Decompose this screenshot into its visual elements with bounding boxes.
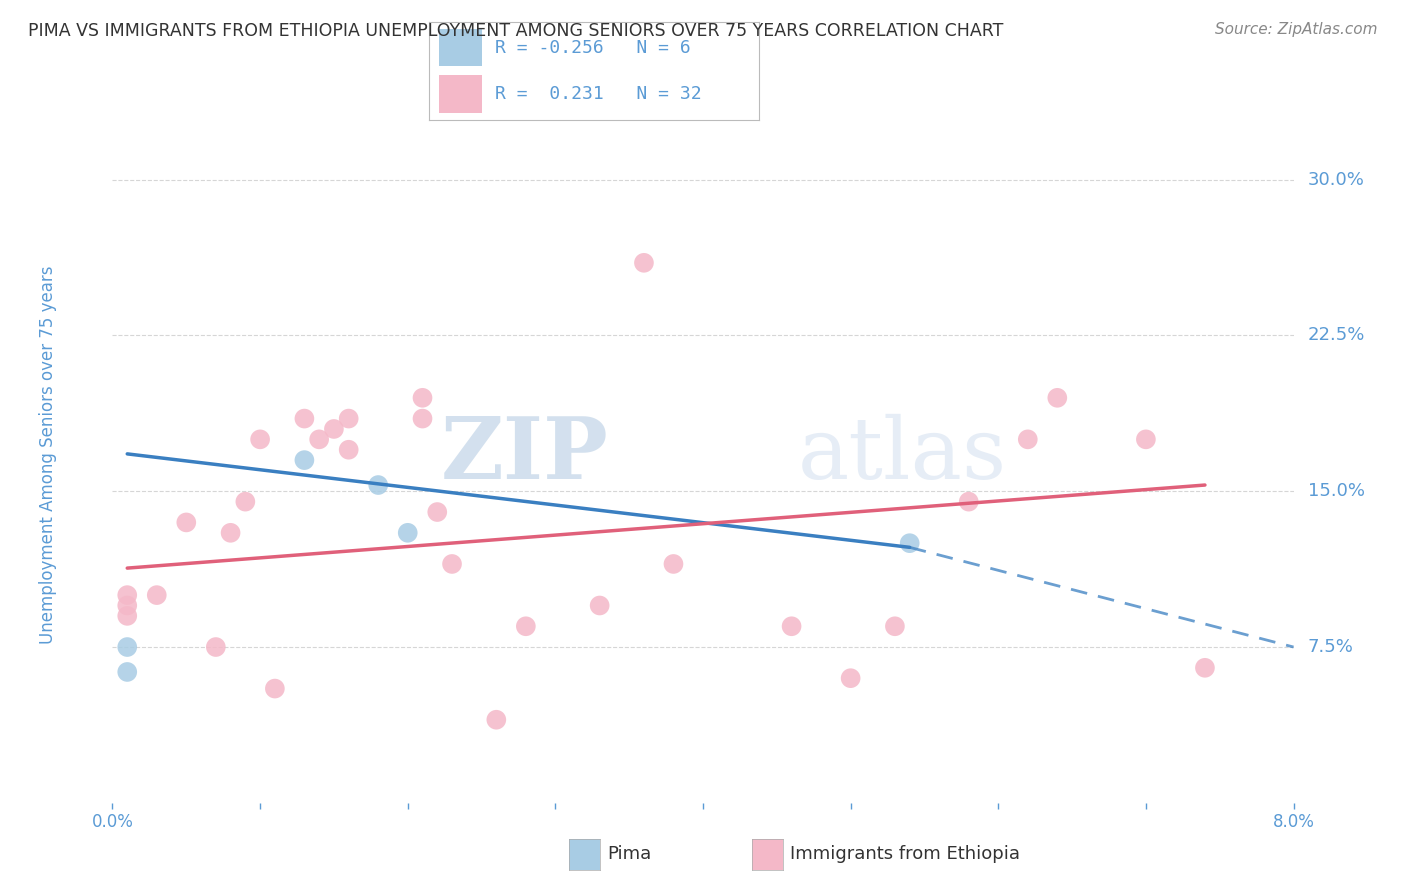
Point (264, 681, 287, 696)
Text: Immigrants from Ethiopia: Immigrants from Ethiopia (790, 846, 1021, 863)
Point (337, 411, 360, 425)
Point (839, 671, 862, 685)
Text: atlas: atlas (797, 413, 1007, 497)
Point (441, 557, 464, 571)
Point (292, 453, 315, 467)
Point (515, 619, 537, 633)
Point (117, 640, 138, 654)
Point (633, 256, 655, 270)
Text: 7.5%: 7.5% (1308, 638, 1354, 656)
Text: 15.0%: 15.0% (1308, 483, 1365, 500)
Text: 22.5%: 22.5% (1308, 326, 1365, 344)
Text: 30.0%: 30.0% (1308, 170, 1365, 189)
Point (117, 599, 138, 613)
Point (249, 433, 271, 447)
Point (323, 422, 346, 436)
Text: Source: ZipAtlas.com: Source: ZipAtlas.com (1215, 22, 1378, 37)
Text: Pima: Pima (607, 846, 651, 863)
Text: R = -0.256   N = 6: R = -0.256 N = 6 (495, 39, 690, 57)
Point (1017, 433, 1039, 447)
Point (396, 525, 419, 540)
Point (233, 494, 256, 508)
Point (117, 588, 138, 602)
Point (117, 665, 138, 679)
Point (898, 536, 921, 550)
Point (292, 411, 315, 425)
Point (412, 411, 434, 425)
Point (367, 478, 389, 492)
Point (308, 433, 330, 447)
Text: PIMA VS IMMIGRANTS FROM ETHIOPIA UNEMPLOYMENT AMONG SENIORS OVER 75 YEARS CORREL: PIMA VS IMMIGRANTS FROM ETHIOPIA UNEMPLO… (28, 22, 1004, 40)
Point (219, 525, 242, 540)
Point (662, 557, 685, 571)
Point (485, 713, 508, 727)
Point (117, 608, 138, 623)
FancyBboxPatch shape (439, 29, 482, 67)
Point (146, 588, 169, 602)
Text: ZIP: ZIP (440, 413, 609, 497)
Point (588, 599, 610, 613)
Point (780, 619, 803, 633)
Text: Unemployment Among Seniors over 75 years: Unemployment Among Seniors over 75 years (38, 266, 56, 644)
Point (337, 442, 360, 457)
Text: R =  0.231   N = 32: R = 0.231 N = 32 (495, 85, 702, 103)
Point (426, 505, 449, 519)
Point (412, 391, 434, 405)
Point (174, 516, 197, 530)
Point (1135, 433, 1157, 447)
Point (1046, 391, 1069, 405)
Point (957, 494, 980, 508)
Point (205, 640, 228, 654)
Point (884, 619, 907, 633)
FancyBboxPatch shape (439, 75, 482, 112)
Point (1194, 661, 1216, 675)
